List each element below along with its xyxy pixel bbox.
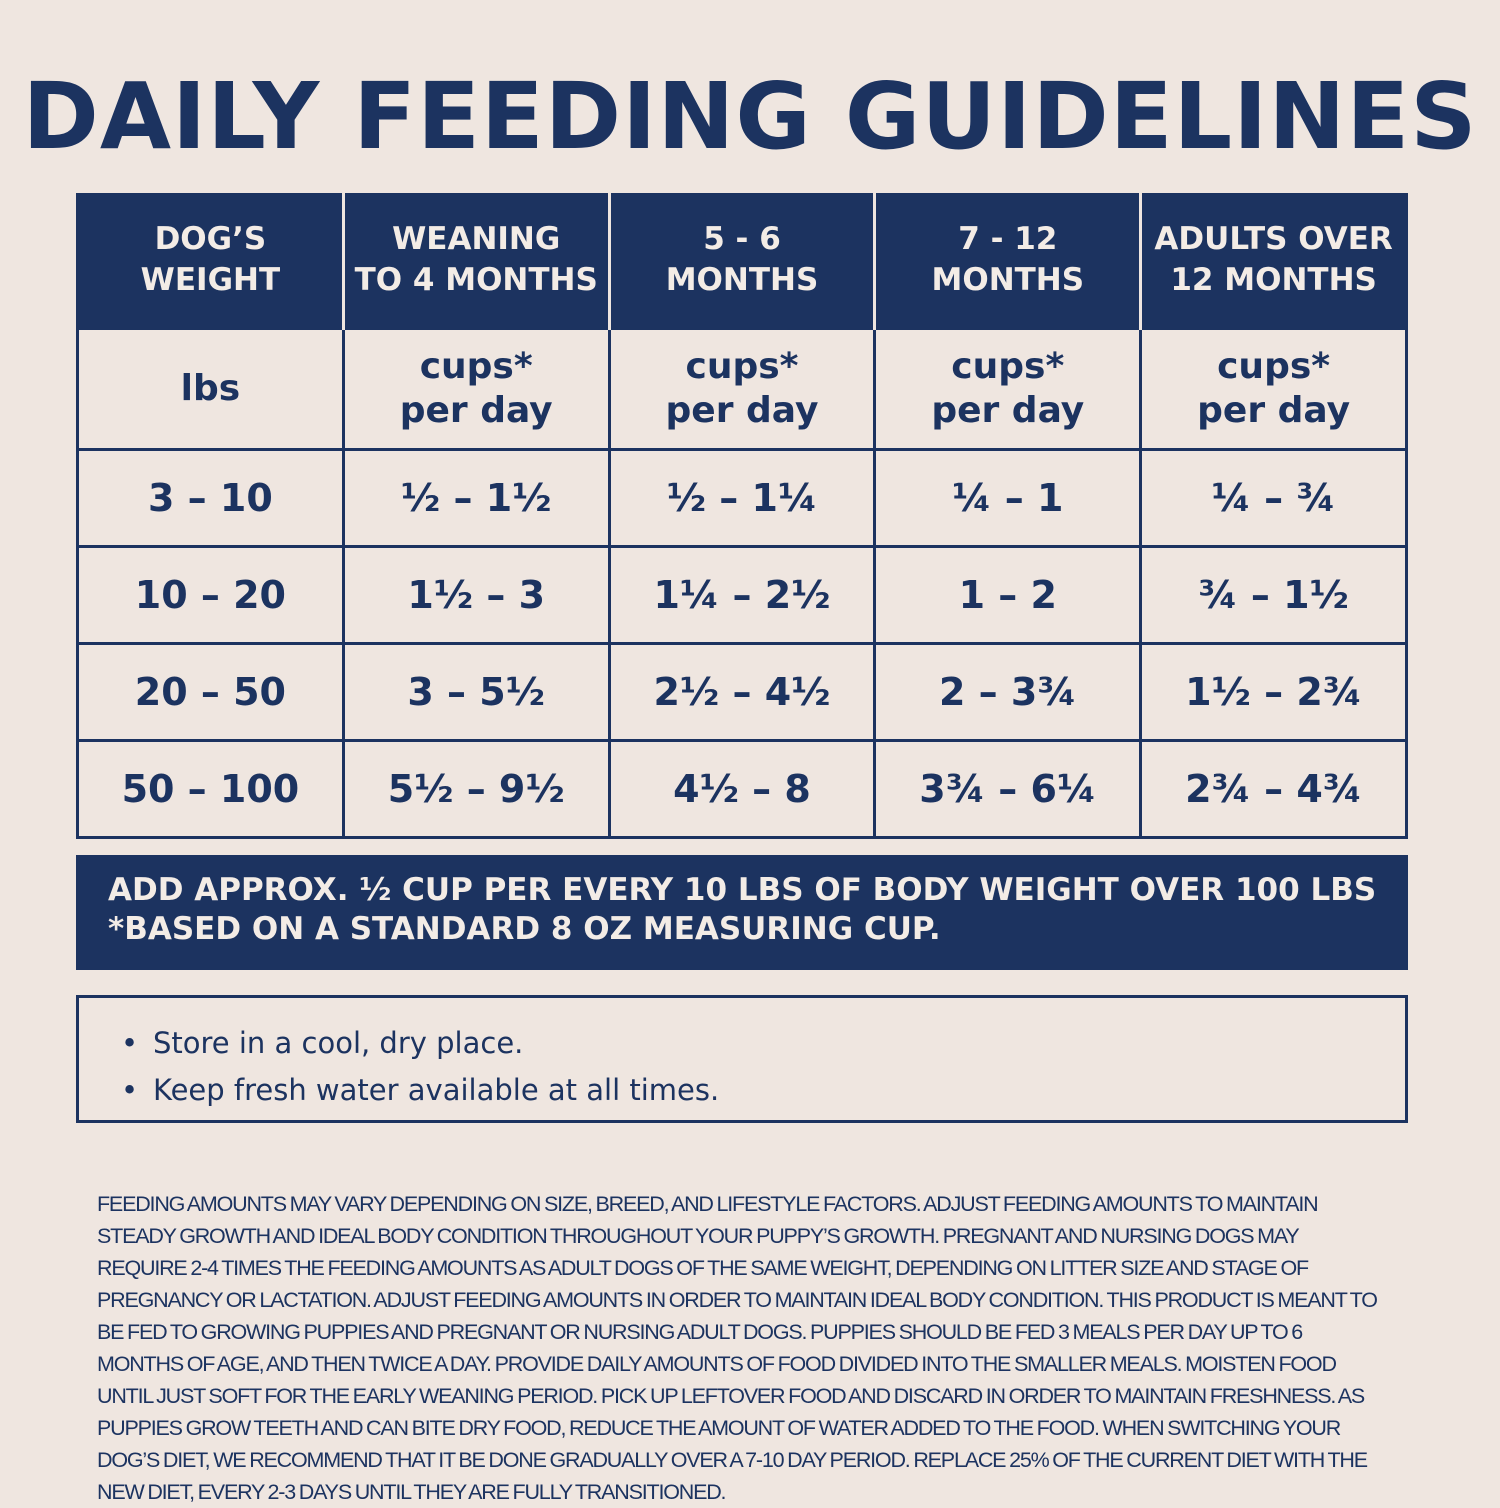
unit-cell-line: per day (1197, 390, 1351, 431)
disclaimer: FEEDING AMOUNTS MAY VARY DEPENDING ON SI… (97, 1192, 1378, 1504)
header-cell: ADULTS OVER 12 MONTHS (1139, 193, 1408, 329)
data-cell: 4½ – 8 (607, 739, 877, 839)
unit-cell: cups* per day (1139, 327, 1408, 451)
data-cell: 2½ – 4½ (607, 642, 877, 742)
header-cell-line: 7 - 12 (958, 221, 1058, 257)
feeding-table: DOG’S WEIGHT WEANING TO 4 MONTHS 5 - 6 MONTHS… (76, 193, 1408, 839)
data-cell: ¾ – 1½ (1139, 545, 1408, 645)
data-cell: ¼ – 1 (873, 448, 1143, 548)
unit-cell-line: per day (931, 390, 1085, 431)
header-cell-line: MONTHS (931, 262, 1085, 298)
data-cell: 50 – 100 (76, 739, 345, 839)
table-footer: ADD APPROX. ½ CUP PER EVERY 10 LBS OF BO… (76, 855, 1408, 970)
data-cell: ½ – 1½ (341, 448, 611, 548)
header-cell: 7 - 12 MONTHS (873, 193, 1143, 329)
data-cell: 1½ – 2¾ (1139, 642, 1408, 742)
header-cell-line: WEIGHT (140, 262, 281, 298)
header-cell: DOG’S WEIGHT (76, 193, 345, 329)
bullet: Store in a cool, dry place. (121, 1020, 1405, 1067)
bullet: Keep fresh water available at all times. (121, 1067, 1405, 1114)
data-cell: 2 – 3¾ (873, 642, 1143, 742)
footer-line: ADD APPROX. ½ CUP PER EVERY 10 LBS OF BO… (108, 872, 1377, 908)
header-cell-line: 12 MONTHS (1170, 262, 1377, 298)
unit-cell-line: cups* (419, 346, 533, 387)
header-cell-line: DOG’S (154, 221, 267, 257)
data-cell: 3 – 5½ (341, 642, 611, 742)
data-cell: 3¾ – 6¼ (873, 739, 1143, 839)
data-cell: 1½ – 3 (341, 545, 611, 645)
unit-cell-line: cups* (1217, 346, 1331, 387)
unit-cell-line: cups* (685, 346, 799, 387)
unit-cell-line: per day (665, 390, 819, 431)
header-cell: WEANING TO 4 MONTHS (341, 193, 611, 329)
unit-cell: cups* per day (341, 327, 611, 451)
head-row: DOG’S WEIGHT WEANING TO 4 MONTHS 5 - 6 MONTHS… (76, 193, 1408, 329)
header-cell-line: ADULTS OVER (1154, 221, 1393, 257)
unit-cell-line: per day (399, 390, 553, 431)
data-cell: 5½ – 9½ (341, 739, 611, 839)
data-row: 50 – 100 5½ – 9½ 4½ – 8 3¾ – 6¼ 2¾ – 4¾ (76, 739, 1408, 839)
data-cell: 1 – 2 (873, 545, 1143, 645)
data-cell: 1¼ – 2½ (607, 545, 877, 645)
data-row: 20 – 50 3 – 5½ 2½ – 4½ 2 – 3¾ 1½ – 2¾ (76, 642, 1408, 742)
unit-cell: cups* per day (873, 327, 1143, 451)
data-cell: 2¾ – 4¾ (1139, 739, 1408, 839)
units-row: lbs cups* per day cups* per day cups* per day c… (76, 327, 1408, 451)
bullet-box: Store in a cool, dry place.Keep fresh wa… (76, 995, 1408, 1123)
unit-cell-line: cups* (951, 346, 1065, 387)
header-cell-line: MONTHS (665, 262, 819, 298)
header-cell-line: WEANING (392, 221, 561, 257)
data-cell: ½ – 1¼ (607, 448, 877, 548)
data-cell: 10 – 20 (76, 545, 345, 645)
unit-cell-line: lbs (180, 368, 241, 409)
data-cell: 20 – 50 (76, 642, 345, 742)
data-cell: 3 – 10 (76, 448, 345, 548)
unit-cell: lbs (76, 327, 345, 451)
title: DAILY FEEDING GUIDELINES (22, 63, 1478, 170)
footer-line: *BASED ON A STANDARD 8 OZ MEASURING CUP. (108, 911, 941, 947)
data-cell: ¼ – ¾ (1139, 448, 1408, 548)
unit-cell: cups* per day (607, 327, 877, 451)
header-cell-line: 5 - 6 (703, 221, 781, 257)
header-cell: 5 - 6 MONTHS (607, 193, 877, 329)
header-cell-line: TO 4 MONTHS (354, 262, 598, 298)
